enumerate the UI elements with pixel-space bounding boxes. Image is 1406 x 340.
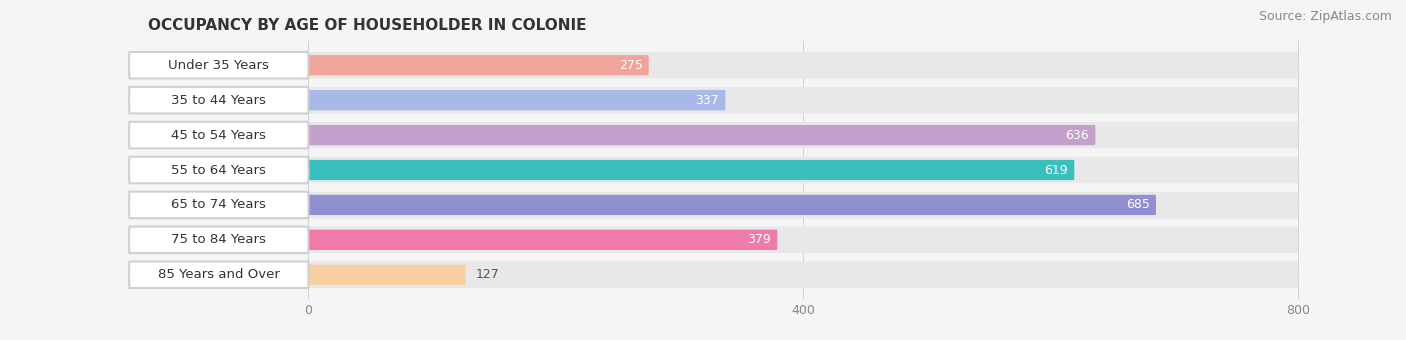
Text: 55 to 64 Years: 55 to 64 Years — [172, 164, 266, 176]
FancyBboxPatch shape — [308, 157, 1298, 183]
Text: 35 to 44 Years: 35 to 44 Years — [172, 94, 266, 107]
FancyBboxPatch shape — [308, 195, 1156, 215]
FancyBboxPatch shape — [308, 122, 1298, 148]
Text: 85 Years and Over: 85 Years and Over — [157, 268, 280, 281]
Text: OCCUPANCY BY AGE OF HOUSEHOLDER IN COLONIE: OCCUPANCY BY AGE OF HOUSEHOLDER IN COLON… — [148, 18, 586, 33]
FancyBboxPatch shape — [129, 261, 308, 288]
Text: 337: 337 — [696, 94, 720, 107]
Text: 379: 379 — [748, 233, 772, 246]
FancyBboxPatch shape — [129, 192, 308, 218]
FancyBboxPatch shape — [129, 157, 308, 183]
FancyBboxPatch shape — [308, 125, 1095, 145]
Text: Under 35 Years: Under 35 Years — [169, 59, 269, 72]
Text: 619: 619 — [1045, 164, 1069, 176]
Text: 75 to 84 Years: 75 to 84 Years — [172, 233, 266, 246]
FancyBboxPatch shape — [129, 52, 308, 79]
FancyBboxPatch shape — [308, 265, 465, 285]
Text: Source: ZipAtlas.com: Source: ZipAtlas.com — [1258, 10, 1392, 23]
Text: 636: 636 — [1066, 129, 1090, 141]
FancyBboxPatch shape — [308, 52, 1298, 79]
FancyBboxPatch shape — [129, 122, 308, 148]
Text: 127: 127 — [475, 268, 499, 281]
Text: 685: 685 — [1126, 199, 1150, 211]
FancyBboxPatch shape — [308, 226, 1298, 253]
FancyBboxPatch shape — [308, 55, 648, 75]
FancyBboxPatch shape — [308, 192, 1298, 218]
FancyBboxPatch shape — [129, 226, 308, 253]
FancyBboxPatch shape — [308, 160, 1074, 180]
Text: 65 to 74 Years: 65 to 74 Years — [172, 199, 266, 211]
FancyBboxPatch shape — [308, 261, 1298, 288]
Text: 275: 275 — [619, 59, 643, 72]
FancyBboxPatch shape — [129, 87, 308, 114]
FancyBboxPatch shape — [308, 230, 778, 250]
FancyBboxPatch shape — [308, 87, 1298, 114]
Text: 45 to 54 Years: 45 to 54 Years — [172, 129, 266, 141]
FancyBboxPatch shape — [308, 90, 725, 110]
